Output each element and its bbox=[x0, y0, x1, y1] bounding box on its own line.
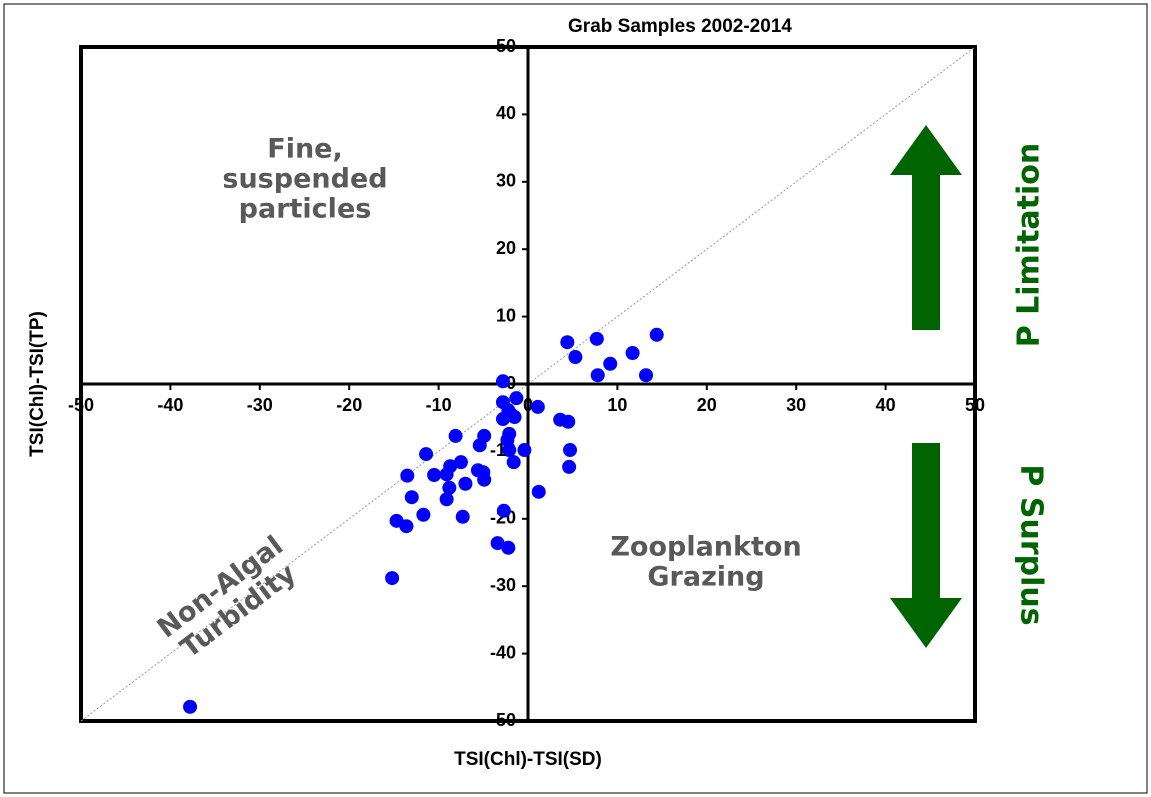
frame bbox=[3, 3, 1148, 794]
point bbox=[590, 368, 605, 383]
point bbox=[589, 331, 604, 346]
y-tick-label: -40 bbox=[490, 642, 516, 662]
annotation: P Limitation bbox=[1012, 143, 1047, 348]
x-tick-label: -20 bbox=[336, 395, 362, 415]
annotation: suspended bbox=[222, 164, 387, 195]
diagonal bbox=[80, 46, 976, 722]
annotation: Zooplankton bbox=[610, 532, 801, 563]
y-tick-label: -50 bbox=[490, 710, 516, 730]
point bbox=[385, 571, 400, 586]
point bbox=[477, 472, 492, 487]
point bbox=[458, 476, 473, 491]
point bbox=[639, 368, 654, 383]
x-tick-label: -30 bbox=[247, 395, 273, 415]
y-tick-label: 30 bbox=[496, 171, 516, 191]
y-tick-label: 10 bbox=[496, 305, 516, 325]
annotation: Grazing bbox=[647, 562, 764, 593]
point bbox=[649, 327, 664, 342]
point bbox=[625, 345, 640, 360]
x-tick-label: 40 bbox=[876, 395, 896, 415]
annotation: particles bbox=[239, 194, 372, 225]
point bbox=[427, 467, 442, 482]
point bbox=[404, 490, 419, 505]
x-tick-label: -10 bbox=[426, 395, 452, 415]
point bbox=[453, 455, 468, 470]
point bbox=[419, 447, 434, 462]
point bbox=[531, 484, 546, 499]
point bbox=[183, 699, 198, 714]
y-tick-label: 20 bbox=[496, 238, 516, 258]
point bbox=[561, 414, 576, 429]
y-tick-label: 0 bbox=[506, 373, 516, 393]
point bbox=[562, 459, 577, 474]
point bbox=[506, 455, 521, 470]
point bbox=[496, 503, 511, 518]
point bbox=[603, 356, 618, 371]
y-tick-label: -30 bbox=[490, 575, 516, 595]
point bbox=[495, 374, 510, 389]
annotation: Fine, bbox=[267, 134, 343, 165]
annotation: P Surplus bbox=[1014, 464, 1049, 625]
point bbox=[501, 540, 516, 555]
x-tick-label: -50 bbox=[68, 395, 94, 415]
down-arrow bbox=[890, 443, 962, 648]
x-tick-label: 0 bbox=[523, 395, 533, 415]
x-tick-label: 10 bbox=[607, 395, 627, 415]
y-axis-label: TSI(Chl)-TSI(TP) bbox=[27, 311, 48, 457]
x-tick-label: 30 bbox=[786, 395, 806, 415]
point bbox=[502, 443, 517, 458]
point bbox=[530, 399, 545, 414]
point bbox=[495, 412, 510, 427]
x-tick-label: -40 bbox=[157, 395, 183, 415]
point bbox=[517, 443, 532, 458]
point bbox=[560, 335, 575, 350]
point bbox=[399, 519, 414, 534]
point bbox=[448, 428, 463, 443]
point bbox=[472, 438, 487, 453]
point bbox=[439, 467, 454, 482]
x-axis-label: TSI(Chl)-TSI(SD) bbox=[454, 749, 602, 770]
point bbox=[455, 509, 470, 524]
point bbox=[442, 480, 457, 495]
point bbox=[568, 350, 583, 365]
x-tick-label: 50 bbox=[965, 395, 985, 415]
point bbox=[400, 468, 415, 483]
point bbox=[563, 443, 578, 458]
point bbox=[416, 507, 431, 522]
point bbox=[439, 492, 454, 507]
y-tick-label: 50 bbox=[496, 36, 516, 56]
x-tick-label: 20 bbox=[697, 395, 717, 415]
point bbox=[509, 391, 524, 406]
y-tick-label: 40 bbox=[496, 103, 516, 123]
chart-title: Grab Samples 2002-2014 bbox=[568, 16, 792, 37]
point bbox=[490, 536, 505, 551]
point bbox=[507, 410, 522, 425]
up-arrow bbox=[890, 125, 962, 330]
